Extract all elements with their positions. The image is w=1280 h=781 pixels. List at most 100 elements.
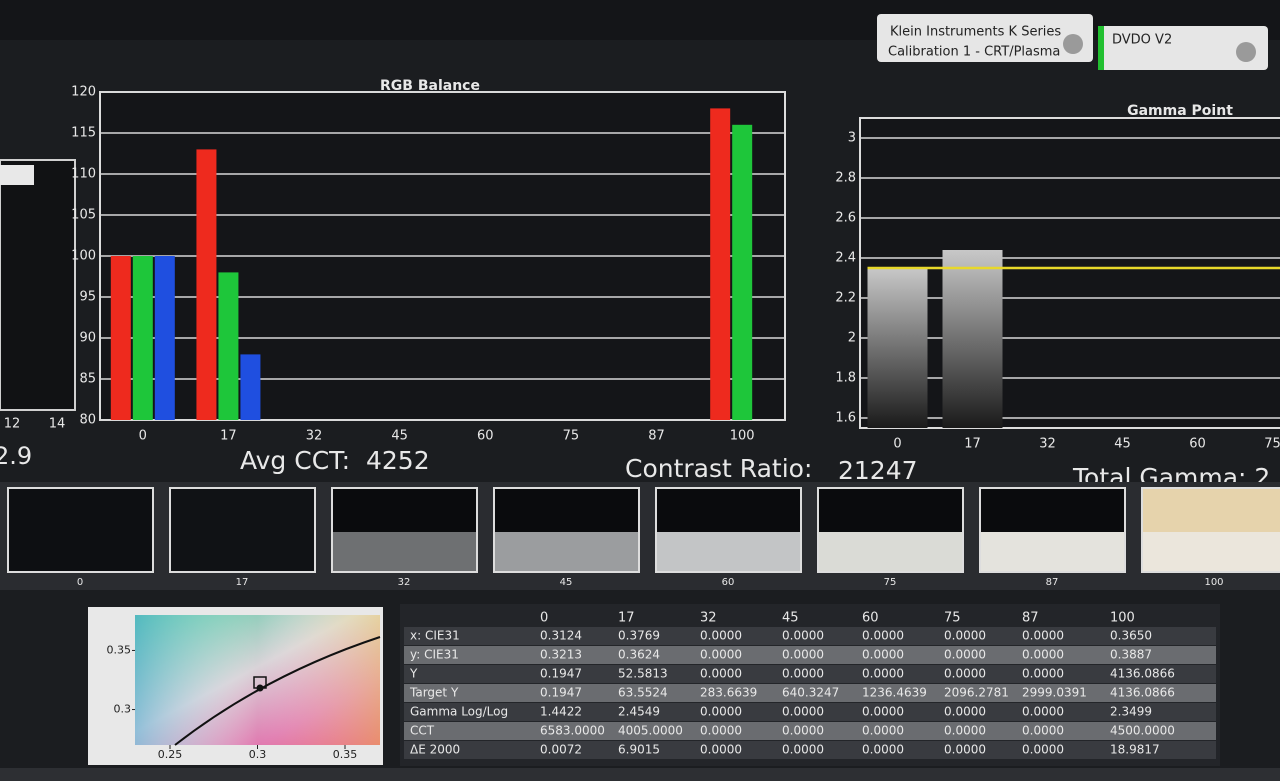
table-cell: 0.1947 bbox=[540, 667, 582, 681]
table-cell: 2999.0391 bbox=[1022, 686, 1087, 700]
swatch-bottom bbox=[1143, 532, 1280, 571]
table-cell: 0.0000 bbox=[944, 648, 986, 662]
table-cell: 1.4422 bbox=[540, 705, 582, 719]
x-tick-label: 0.35 bbox=[333, 748, 358, 761]
table-cell: 0.0000 bbox=[944, 724, 986, 738]
y-tick-label: 90 bbox=[79, 331, 96, 346]
swatch-bottom bbox=[9, 532, 152, 571]
x-tick-label: 0 bbox=[139, 429, 147, 444]
table-row bbox=[404, 646, 1216, 664]
y-tick-label: 3 bbox=[848, 131, 856, 146]
row-label: Y bbox=[409, 667, 418, 681]
table-cell: 0.0000 bbox=[1022, 629, 1064, 643]
column-header: 0 bbox=[540, 611, 548, 626]
y-tick-label: 100 bbox=[71, 249, 96, 264]
table-cell: 4500.0000 bbox=[1110, 724, 1175, 738]
bottom-bar bbox=[0, 768, 1280, 781]
table-cell: 4005.0000 bbox=[618, 724, 683, 738]
left-chart-frame bbox=[0, 159, 76, 411]
table-cell: 0.0000 bbox=[1022, 724, 1064, 738]
bar bbox=[132, 256, 153, 420]
swatch-bottom bbox=[819, 532, 962, 571]
y-tick-label: 0.3 bbox=[114, 703, 132, 716]
bar bbox=[732, 124, 753, 421]
table-cell: 0.0000 bbox=[782, 629, 824, 643]
table-cell: 0.0000 bbox=[944, 667, 986, 681]
x-tick-label: 45 bbox=[391, 429, 408, 444]
rgb-balance-chart: RGB Balance 80 85 90 95 100 105 110 115 120 0 17 32 4… bbox=[71, 78, 786, 444]
cie-chart: 0.25 0.3 0.35 0.3 0.35 bbox=[107, 615, 381, 761]
swatch-label: 87 bbox=[1046, 577, 1059, 588]
table-row bbox=[404, 722, 1216, 740]
table-cell: 6.9015 bbox=[618, 743, 660, 757]
x-tick-label: 17 bbox=[220, 429, 237, 444]
table-cell: 0.0000 bbox=[862, 629, 904, 643]
plot-area bbox=[859, 117, 1280, 429]
row-label: ΔE 2000 bbox=[410, 743, 460, 757]
table-cell: 0.3650 bbox=[1110, 629, 1152, 643]
planckian-locus bbox=[174, 636, 381, 746]
device-dropdown[interactable]: Klein Instruments K Series Calibration 1… bbox=[877, 14, 1093, 62]
swatch-bottom bbox=[333, 532, 476, 571]
swatch-label: 100 bbox=[1204, 577, 1223, 588]
column-header: 17 bbox=[618, 611, 635, 626]
table-cell: 0.0000 bbox=[944, 705, 986, 719]
swatch-bottom bbox=[657, 532, 800, 571]
y-tick-label: 1.6 bbox=[835, 411, 856, 426]
table-row bbox=[404, 665, 1216, 683]
x-tick-label: 75 bbox=[563, 429, 580, 444]
dropdown-text: DVDO V2 bbox=[1112, 33, 1172, 48]
table-cell: 0.0000 bbox=[700, 648, 742, 662]
row-label: CCT bbox=[410, 724, 435, 738]
table-cell: 4136.0866 bbox=[1110, 667, 1175, 681]
column-header: 100 bbox=[1110, 611, 1135, 626]
bar bbox=[867, 268, 928, 428]
table-cell: 0.0000 bbox=[700, 629, 742, 643]
row-label: y: CIE31 bbox=[410, 648, 459, 662]
x-tick-label: 75 bbox=[1264, 437, 1280, 452]
table-cell: 0.0000 bbox=[700, 667, 742, 681]
table-cell: 0.3887 bbox=[1110, 648, 1152, 662]
table-row bbox=[404, 684, 1216, 702]
bar bbox=[218, 272, 239, 420]
swatches: 0 17 32 45 60 75 87 100 bbox=[7, 487, 1280, 588]
row-label: Target Y bbox=[409, 686, 459, 700]
source-dropdown[interactable]: DVDO V2 bbox=[1098, 26, 1268, 70]
y-tick-label: 2.4 bbox=[835, 251, 856, 266]
swatch-bottom bbox=[495, 532, 638, 571]
left-bar bbox=[0, 165, 34, 185]
table-cell: 0.0000 bbox=[862, 667, 904, 681]
table-cell: 2.4549 bbox=[618, 705, 660, 719]
stat-value: 21247 bbox=[838, 456, 918, 485]
swatch-label: 45 bbox=[560, 577, 573, 588]
x-tick-label: 100 bbox=[730, 429, 755, 444]
stat-label: Avg CCT: bbox=[240, 446, 350, 475]
y-tick-label: 2.2 bbox=[835, 291, 856, 306]
y-tick-label: 2.6 bbox=[835, 211, 856, 226]
chart-title: Gamma Point bbox=[1127, 103, 1233, 119]
x-tick-label: 0.25 bbox=[158, 748, 183, 761]
gamma-point-chart: Gamma Point01732456075871001.61.822.22.4… bbox=[835, 103, 1280, 452]
bar bbox=[710, 108, 731, 421]
chart-title: RGB Balance bbox=[380, 78, 480, 94]
stat-value: 2.9 bbox=[0, 442, 32, 470]
y-tick-label: 85 bbox=[79, 372, 96, 387]
x-tick-label: 17 bbox=[964, 437, 981, 452]
table-cell: 640.3247 bbox=[782, 686, 839, 700]
x-tick-label: 32 bbox=[306, 429, 323, 444]
y-tick-label: 80 bbox=[79, 413, 96, 428]
bar bbox=[196, 149, 217, 420]
x-tick-label: 0 bbox=[893, 437, 901, 452]
table-cell: 0.0000 bbox=[700, 743, 742, 757]
table-cell: 4136.0866 bbox=[1110, 686, 1175, 700]
cie-plot-overlay bbox=[135, 615, 380, 745]
bar bbox=[240, 354, 261, 420]
column-header: 87 bbox=[1022, 611, 1039, 626]
swatch-label: 32 bbox=[398, 577, 411, 588]
table-cell: 0.0000 bbox=[700, 724, 742, 738]
table-cell: 0.0000 bbox=[1022, 705, 1064, 719]
table-cell: 0.3624 bbox=[618, 648, 660, 662]
column-header: 60 bbox=[862, 611, 879, 626]
